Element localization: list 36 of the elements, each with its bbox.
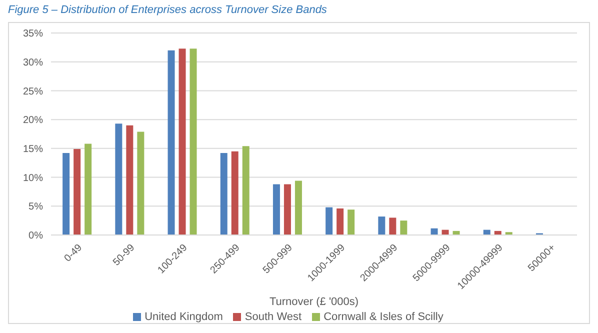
chart-title: Figure 5 – Distribution of Enterprises across Turnover Size Bands xyxy=(8,4,328,16)
bar xyxy=(389,218,396,235)
y-tick-label: 25% xyxy=(22,86,44,98)
bar xyxy=(220,153,228,235)
bar xyxy=(115,124,122,235)
legend-label: United Kingdom xyxy=(144,311,223,323)
legend-label: South West xyxy=(244,311,302,323)
y-tick-label: 20% xyxy=(22,115,44,126)
bar xyxy=(178,48,186,235)
bar xyxy=(62,153,70,235)
bar xyxy=(378,216,386,235)
bar xyxy=(348,210,355,235)
y-tick-label: 0% xyxy=(28,230,44,242)
y-tick-label: 15% xyxy=(22,144,44,155)
bar xyxy=(400,220,408,235)
bar xyxy=(294,180,302,235)
bar xyxy=(284,184,291,235)
bar xyxy=(231,151,238,235)
y-tick-label: 35% xyxy=(22,28,44,40)
x-axis-title: Turnover (£ '000s) xyxy=(269,296,359,308)
x-tick-label: 0-49 xyxy=(62,242,85,264)
bar xyxy=(137,132,144,235)
bar xyxy=(336,208,344,235)
bar xyxy=(326,207,333,235)
bar xyxy=(84,144,92,235)
bar xyxy=(242,146,250,235)
bar xyxy=(272,184,280,235)
y-tick-label: 5% xyxy=(28,202,44,213)
bar xyxy=(190,48,197,235)
legend-label: Cornwall & Isles of Scilly xyxy=(324,311,444,323)
bar xyxy=(430,228,438,235)
y-tick-label: 30% xyxy=(22,57,44,68)
bar xyxy=(168,50,175,235)
bar xyxy=(126,125,134,235)
y-tick-label: 10% xyxy=(22,172,44,184)
bar xyxy=(74,149,81,235)
